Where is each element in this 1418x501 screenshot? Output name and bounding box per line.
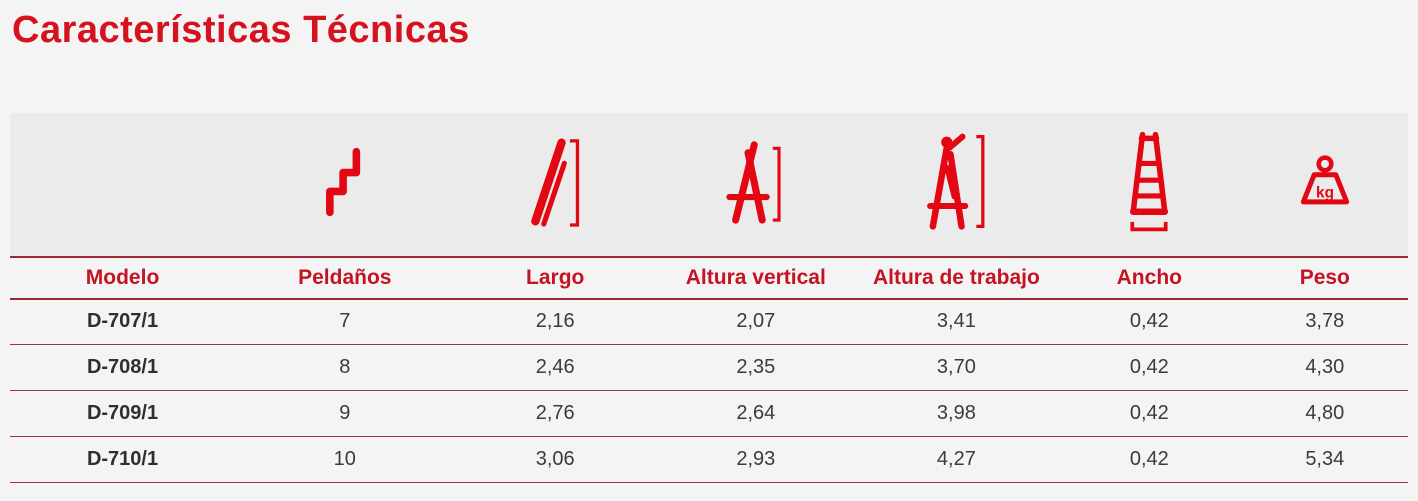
col-header-modelo: Modelo <box>10 256 236 300</box>
page-title: Características Técnicas <box>12 9 470 51</box>
icon-cell-empty <box>10 112 236 258</box>
model-cell: D-710/1 <box>10 436 236 484</box>
value-cell: 2,35 <box>655 344 856 392</box>
steps-icon <box>324 146 366 218</box>
header-row: Modelo Peldaños Largo Altura vertical Al… <box>10 256 1408 300</box>
value-cell: 0,42 <box>1057 344 1242 392</box>
value-cell: 8 <box>235 344 455 392</box>
value-cell: 0,42 <box>1057 298 1242 346</box>
leaning-ladder-length-icon <box>526 135 584 229</box>
table-row: D-707/1 7 2,16 2,07 3,41 0,42 3,78 <box>10 298 1408 346</box>
col-header-peldanos: Peldaños <box>235 256 455 300</box>
value-cell: 0,42 <box>1057 436 1242 484</box>
front-ladder-width-icon <box>1121 130 1177 234</box>
value-cell: 4,80 <box>1241 390 1408 438</box>
col-header-peso: Peso <box>1241 256 1408 300</box>
col-header-altura-vertical: Altura vertical <box>655 256 856 300</box>
value-cell: 9 <box>235 390 455 438</box>
weight-kg-icon: kg <box>1295 154 1355 210</box>
value-cell: 10 <box>235 436 455 484</box>
col-header-ancho: Ancho <box>1057 256 1242 300</box>
col-header-largo: Largo <box>454 256 656 300</box>
value-cell: 0,42 <box>1057 390 1242 438</box>
value-cell: 2,93 <box>655 436 856 484</box>
a-frame-ladder-vertical-height-icon <box>725 139 787 225</box>
value-cell: 3,41 <box>855 298 1058 346</box>
value-cell: 2,16 <box>454 298 656 346</box>
value-cell: 4,27 <box>855 436 1058 484</box>
table-row: D-708/1 8 2,46 2,35 3,70 0,42 4,30 <box>10 344 1408 392</box>
table-row: D-709/1 9 2,76 2,64 3,98 0,42 4,80 <box>10 390 1408 438</box>
person-on-ladder-working-height-icon <box>919 133 993 231</box>
icon-row: kg <box>10 112 1408 258</box>
table-row: D-710/1 10 3,06 2,93 4,27 0,42 5,34 <box>10 436 1408 484</box>
value-cell: 2,64 <box>655 390 856 438</box>
value-cell: 2,76 <box>454 390 656 438</box>
value-cell: 2,07 <box>655 298 856 346</box>
col-header-altura-trabajo: Altura de trabajo <box>855 256 1058 300</box>
value-cell: 7 <box>235 298 455 346</box>
value-cell: 5,34 <box>1241 436 1408 484</box>
value-cell: 3,78 <box>1241 298 1408 346</box>
value-cell: 4,30 <box>1241 344 1408 392</box>
value-cell: 3,06 <box>454 436 656 484</box>
value-cell: 3,98 <box>855 390 1058 438</box>
technical-specs-table: kg Modelo Peldaños Largo Altura vertical… <box>10 112 1408 484</box>
model-cell: D-708/1 <box>10 344 236 392</box>
weight-icon-label: kg <box>1316 184 1334 201</box>
value-cell: 2,46 <box>454 344 656 392</box>
model-cell: D-707/1 <box>10 298 236 346</box>
value-cell: 3,70 <box>855 344 1058 392</box>
model-cell: D-709/1 <box>10 390 236 438</box>
